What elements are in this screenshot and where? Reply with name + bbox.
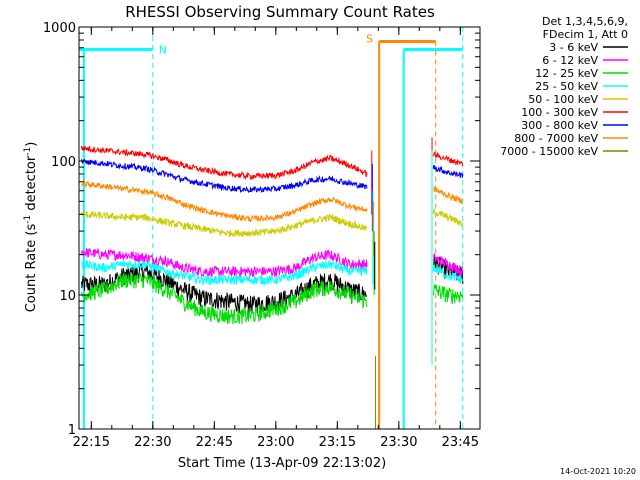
legend-label: 50 - 100 keV xyxy=(528,93,598,106)
series-line xyxy=(432,151,464,167)
y-tick-label: 1000 xyxy=(43,21,76,36)
plot-content: NS xyxy=(79,27,464,429)
y-tick-label: 10 xyxy=(59,289,76,304)
y-tick-label: 100 xyxy=(51,155,76,170)
series-line xyxy=(81,272,368,325)
legend-label: 800 - 7000 keV xyxy=(514,132,598,145)
x-tick-label: 23:15 xyxy=(319,435,356,450)
legend-label: 7000 - 15000 keV xyxy=(500,145,598,158)
ylabel-sup2: -1 xyxy=(23,147,33,156)
x-ticks: 22:15 22:30 22:45 23:00 23:15 23:30 23:45 xyxy=(73,27,479,450)
series-line xyxy=(81,158,368,194)
ylabel-mid: detector xyxy=(24,155,39,215)
night-label: N xyxy=(159,43,167,56)
series-5 xyxy=(81,145,464,181)
series-line xyxy=(432,164,464,178)
y-ticks: 1 10 100 1000 xyxy=(43,21,480,438)
series-line xyxy=(81,179,368,224)
legend-label: 25 - 50 keV xyxy=(535,80,598,93)
series-line xyxy=(432,208,464,228)
series-6 xyxy=(81,158,464,194)
series-line xyxy=(432,284,464,305)
series-2 xyxy=(81,272,464,325)
y-axis-label: Count Rate (s-1 detector-1) xyxy=(23,142,39,313)
legend-header-line-2: FDecim 1, Att 0 xyxy=(543,28,628,41)
y-tick-label: 1 xyxy=(68,423,76,438)
footer-date: 14-Oct-2021 10:20 xyxy=(560,467,636,476)
svg-text:Count Rate (s-1 detector-1): Count Rate (s-1 detector-1) xyxy=(23,142,39,313)
series-1 xyxy=(81,247,464,279)
x-axis-label: Start Time (13-Apr-09 22:13:02) xyxy=(178,456,386,471)
x-tick-label: 22:15 xyxy=(73,435,110,450)
legend-label: 3 - 6 keV xyxy=(549,41,598,54)
series-line xyxy=(432,264,464,284)
x-tick-label: 23:45 xyxy=(442,435,479,450)
legend-header-line-1: Det 1,3,4,5,6,9, xyxy=(542,15,628,28)
legend-label: 6 - 12 keV xyxy=(542,54,598,67)
plot-frame xyxy=(78,26,481,430)
chart-title: RHESSI Observing Summary Count Rates xyxy=(125,3,435,21)
series-line xyxy=(81,145,368,181)
x-tick-label: 23:30 xyxy=(380,435,417,450)
series-3 xyxy=(81,259,464,286)
x-tick-label: 23:00 xyxy=(257,435,294,450)
saa-label: S xyxy=(366,32,373,45)
series-line xyxy=(81,259,368,286)
x-tick-label: 22:45 xyxy=(196,435,233,450)
legend: Det 1,3,4,5,6,9, FDecim 1, Att 0 3 - 6 k… xyxy=(500,15,628,158)
legend-label: 12 - 25 keV xyxy=(535,67,598,80)
series-line xyxy=(81,247,368,279)
series-line xyxy=(81,210,368,238)
ylabel-part: Count Rate (s xyxy=(24,224,39,313)
ylabel-sup1: -1 xyxy=(23,215,33,224)
series-4 xyxy=(81,208,464,238)
legend-label: 300 - 800 keV xyxy=(521,119,598,132)
legend-label: 100 - 300 keV xyxy=(521,106,598,119)
ylabel-end: ) xyxy=(24,142,39,147)
series-line xyxy=(432,253,464,276)
series-line xyxy=(81,263,368,315)
x-tick-label: 22:30 xyxy=(134,435,171,450)
series-line xyxy=(433,186,464,204)
series-7 xyxy=(81,179,464,224)
